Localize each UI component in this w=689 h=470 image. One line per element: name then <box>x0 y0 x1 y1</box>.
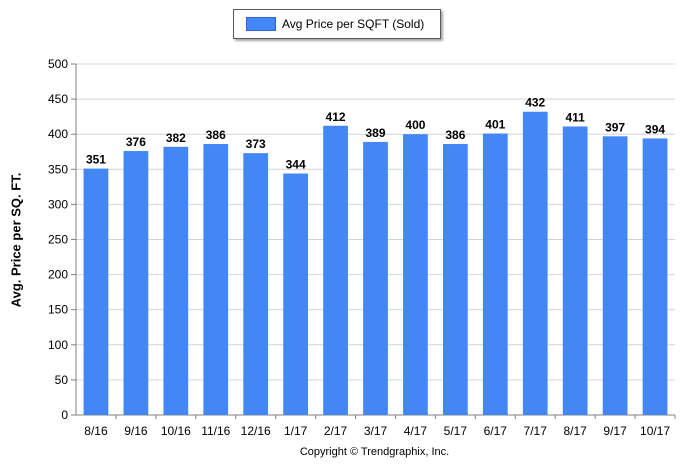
y-tick-label: 200 <box>48 268 68 282</box>
y-tick-label: 50 <box>55 373 69 387</box>
bar <box>203 144 229 415</box>
x-tick-label: 11/16 <box>201 424 230 438</box>
x-tick-label: 4/17 <box>404 424 428 438</box>
data-label: 382 <box>166 131 186 145</box>
x-tick-label: 7/17 <box>524 424 548 438</box>
bar <box>442 144 468 415</box>
y-tick-label: 0 <box>61 408 68 422</box>
x-tick-label: 9/17 <box>603 424 627 438</box>
x-tick-label: 3/17 <box>364 424 388 438</box>
y-tick-label: 300 <box>48 197 68 211</box>
data-label: 386 <box>206 128 226 142</box>
data-label: 389 <box>365 126 385 140</box>
bar <box>323 125 348 415</box>
bar <box>243 153 269 416</box>
x-tick-label: 8/17 <box>563 424 587 438</box>
x-tick-label: 10/17 <box>640 424 670 438</box>
bar <box>522 111 548 416</box>
data-label: 412 <box>326 110 346 124</box>
bar <box>482 133 508 416</box>
data-label: 411 <box>565 110 585 124</box>
data-label: 401 <box>485 117 505 131</box>
x-tick-label: 12/16 <box>241 424 271 438</box>
bar <box>83 168 109 415</box>
x-tick-label: 1/17 <box>284 424 308 438</box>
x-tick-label: 10/16 <box>161 424 191 438</box>
copyright-footer: Copyright © Trendgraphix, Inc. <box>299 446 450 458</box>
data-label: 394 <box>645 122 665 136</box>
y-tick-label: 450 <box>48 92 68 106</box>
bar <box>602 136 628 415</box>
x-tick-label: 2/17 <box>324 424 348 438</box>
x-tick-label: 8/16 <box>84 424 108 438</box>
y-tick-label: 500 <box>48 57 68 71</box>
bar <box>642 138 668 416</box>
data-label: 400 <box>405 118 425 132</box>
bar <box>403 134 428 415</box>
bar <box>163 146 189 415</box>
bar <box>363 141 388 415</box>
legend-label: Avg Price per SQFT (Sold) <box>282 17 425 31</box>
legend-swatch <box>246 17 276 31</box>
data-label: 397 <box>605 120 625 134</box>
x-tick-label: 5/17 <box>444 424 468 438</box>
data-label: 344 <box>286 158 306 172</box>
data-label: 376 <box>126 135 146 149</box>
data-label: 351 <box>86 153 106 167</box>
x-tick-label: 9/16 <box>124 424 148 438</box>
y-tick-label: 400 <box>48 127 68 141</box>
bar <box>123 151 149 415</box>
chart-legend: Avg Price per SQFT (Sold) <box>233 9 441 39</box>
x-tick-label: 6/17 <box>484 424 508 438</box>
y-tick-label: 250 <box>48 233 68 247</box>
data-label: 373 <box>246 137 266 151</box>
y-tick-label: 350 <box>48 162 68 176</box>
data-label: 386 <box>445 128 465 142</box>
bar <box>562 126 588 415</box>
bar <box>283 173 309 415</box>
data-label: 432 <box>525 96 545 110</box>
y-tick-label: 100 <box>48 338 68 352</box>
y-tick-label: 150 <box>48 303 68 317</box>
